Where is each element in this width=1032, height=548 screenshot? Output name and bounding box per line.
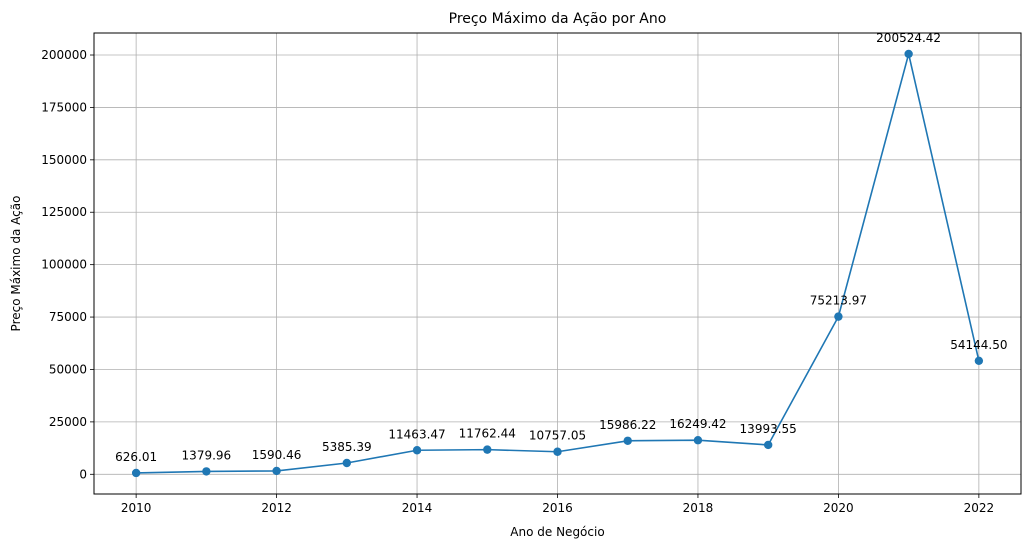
- data-point: [131, 468, 141, 478]
- data-point: [272, 466, 281, 476]
- data-point: [342, 458, 352, 468]
- grid: [94, 33, 1021, 494]
- data-label: 11463.47: [388, 427, 445, 441]
- data-point: [483, 445, 492, 454]
- data-label: 15986.22: [599, 418, 656, 432]
- y-tick-label: 150000: [41, 153, 87, 167]
- y-axis-label: Preço Máximo da Ação: [9, 196, 23, 332]
- data-point: [693, 436, 703, 445]
- data-label: 10757.05: [529, 429, 586, 443]
- x-tick-label: 2020: [823, 501, 854, 515]
- x-axis-label: Ano de Negócio: [510, 525, 604, 539]
- data-point: [763, 440, 773, 450]
- data-label: 1590.46: [252, 448, 302, 462]
- x-tick-label: 2012: [261, 501, 292, 515]
- data-point: [974, 356, 984, 365]
- data-point: [202, 467, 211, 476]
- x-tick-label: 2010: [121, 501, 152, 515]
- data-point: [623, 436, 632, 445]
- y-tick-label: 125000: [41, 205, 87, 219]
- data-label: 16249.42: [669, 417, 726, 431]
- data-label: 11762.44: [459, 427, 516, 441]
- data-label: 1379.96: [182, 448, 232, 462]
- data-label: 5385.39: [322, 440, 372, 454]
- chart-title: Preço Máximo da Ação por Ano: [449, 11, 667, 27]
- x-tick-label: 2018: [683, 501, 714, 515]
- data-point: [412, 446, 422, 455]
- y-tick-label: 0: [79, 467, 87, 481]
- y-tick-label: 25000: [49, 415, 87, 429]
- y-tick-label: 100000: [41, 258, 87, 272]
- data-point: [834, 312, 843, 321]
- series: [131, 49, 984, 478]
- y-tick-label: 50000: [49, 362, 87, 376]
- data-label: 13993.55: [740, 422, 797, 436]
- x-tick-label: 2022: [964, 501, 995, 515]
- data-label: 626.01: [115, 450, 157, 464]
- y-axis: 0 25000 50000 75000 100000 125000 150000 175000…: [41, 48, 94, 481]
- data-label: 200524.42: [876, 31, 941, 45]
- data-point: [553, 447, 562, 456]
- x-axis: 2010 2012 2014 2016 2018 2020 2022: [121, 494, 994, 515]
- data-labels: 626.01 1379.96 1590.46 5385.39 11463.47 11762…: [115, 31, 1007, 464]
- data-label: 75213.97: [810, 294, 867, 308]
- y-tick-label: 75000: [49, 310, 87, 324]
- y-tick-label: 200000: [41, 48, 87, 62]
- x-tick-label: 2014: [402, 501, 433, 515]
- data-point: [904, 49, 913, 59]
- y-tick-label: 175000: [41, 100, 87, 114]
- plot-frame: [93, 32, 1022, 495]
- x-tick-label: 2016: [542, 501, 573, 515]
- data-label: 54144.50: [950, 338, 1007, 352]
